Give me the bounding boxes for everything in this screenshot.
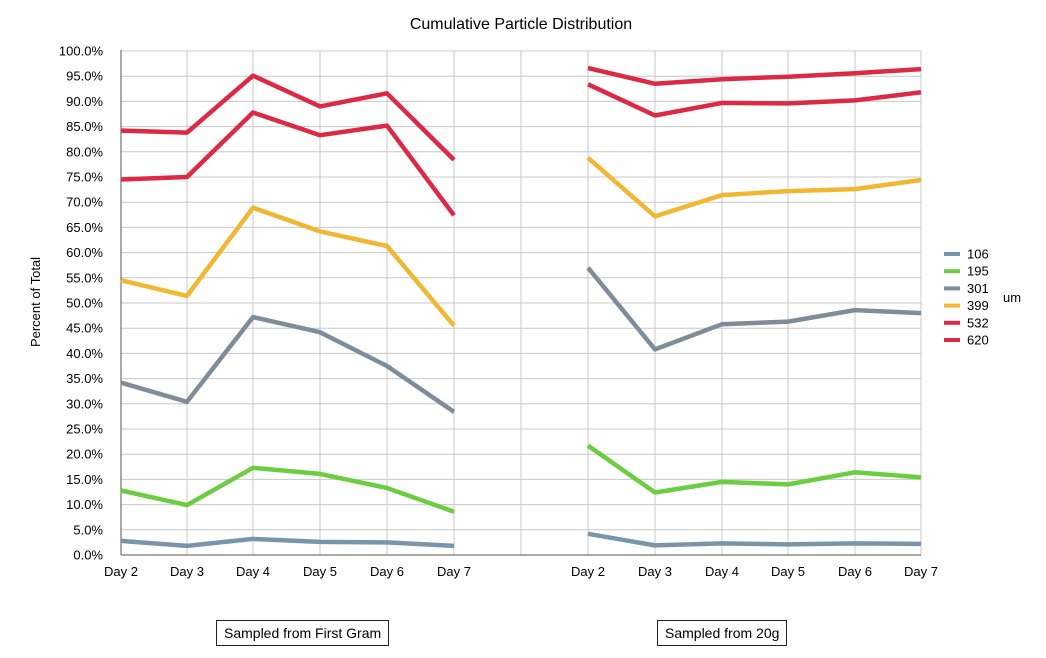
- x-tick-label: Day 6: [838, 564, 872, 579]
- y-tick-label: 85.0%: [66, 119, 103, 134]
- series-line-532: [120, 110, 456, 217]
- legend: 106 195 301 399 532 620 um: [944, 247, 1021, 348]
- y-tick-label: 50.0%: [66, 296, 103, 311]
- y-tick-label: 70.0%: [66, 195, 103, 210]
- x-tick-label: Day 5: [771, 564, 805, 579]
- gridlines: [120, 50, 922, 556]
- y-tick-label: 20.0%: [66, 447, 103, 462]
- y-tick-label: 0.0%: [73, 548, 103, 563]
- series-line-532: [587, 82, 922, 118]
- y-tick-label: 40.0%: [66, 346, 103, 361]
- x-tick-label: Day 2: [571, 564, 605, 579]
- series-line-399: [586, 156, 922, 219]
- chart-title: Cumulative Particle Distribution: [410, 16, 632, 33]
- series-line-195: [586, 443, 922, 495]
- x-tick-label: Day 7: [904, 564, 938, 579]
- y-tick-label: 60.0%: [66, 245, 103, 260]
- legend-label-195: 195: [967, 264, 989, 279]
- y-tick-label: 45.0%: [66, 321, 103, 336]
- legend-label-301: 301: [967, 281, 989, 296]
- y-tick-label: 55.0%: [66, 270, 103, 285]
- y-tick-label: 75.0%: [66, 170, 103, 185]
- x-tick-label: Day 2: [104, 564, 138, 579]
- x-tick-label: Day 7: [437, 564, 471, 579]
- x-tick-label: Day 4: [705, 564, 739, 579]
- y-tick-label: 100.0%: [59, 44, 104, 59]
- series-line-301: [120, 314, 456, 414]
- series-line-106: [587, 531, 922, 548]
- y-tick-label: 95.0%: [66, 69, 103, 84]
- y-tick-label: 30.0%: [66, 396, 103, 411]
- x-tick-label: Day 3: [170, 564, 204, 579]
- legend-unit: um: [1003, 290, 1021, 305]
- panel-caption-20g: Sampled from 20g: [657, 620, 788, 646]
- legend-label-106: 106: [967, 247, 989, 262]
- series-lines: [120, 65, 922, 549]
- y-tick-label: 15.0%: [66, 472, 103, 487]
- legend-label-399: 399: [967, 298, 989, 313]
- series-line-301: [586, 266, 922, 352]
- x-tick-label: Day 3: [638, 564, 672, 579]
- series-line-399: [120, 205, 456, 328]
- y-tick-label: 65.0%: [66, 220, 103, 235]
- series-line-195: [120, 465, 455, 514]
- y-tick-label: 90.0%: [66, 94, 103, 109]
- series-line-106: [120, 536, 455, 549]
- y-axis-label: Percent of Total: [28, 257, 43, 347]
- series-line-620: [120, 73, 456, 162]
- legend-label-532: 532: [967, 315, 989, 330]
- series-line-620: [587, 65, 922, 87]
- x-tick-label: Day 4: [236, 564, 270, 579]
- y-tick-label: 25.0%: [66, 422, 103, 437]
- x-tick-label: Day 5: [303, 564, 337, 579]
- y-tick-label: 80.0%: [66, 144, 103, 159]
- panel-caption-first-gram: Sampled from First Gram: [216, 620, 390, 646]
- y-tick-label: 5.0%: [73, 522, 103, 537]
- y-tick-label: 10.0%: [66, 497, 103, 512]
- y-tick-label: 35.0%: [66, 371, 103, 386]
- legend-label-620: 620: [967, 333, 989, 348]
- axes: 0.0% 5.0% 10.0% 15.0% 20.0% 25.0% 30.0% 35.0% 40…: [59, 44, 938, 580]
- x-tick-label: Day 6: [370, 564, 404, 579]
